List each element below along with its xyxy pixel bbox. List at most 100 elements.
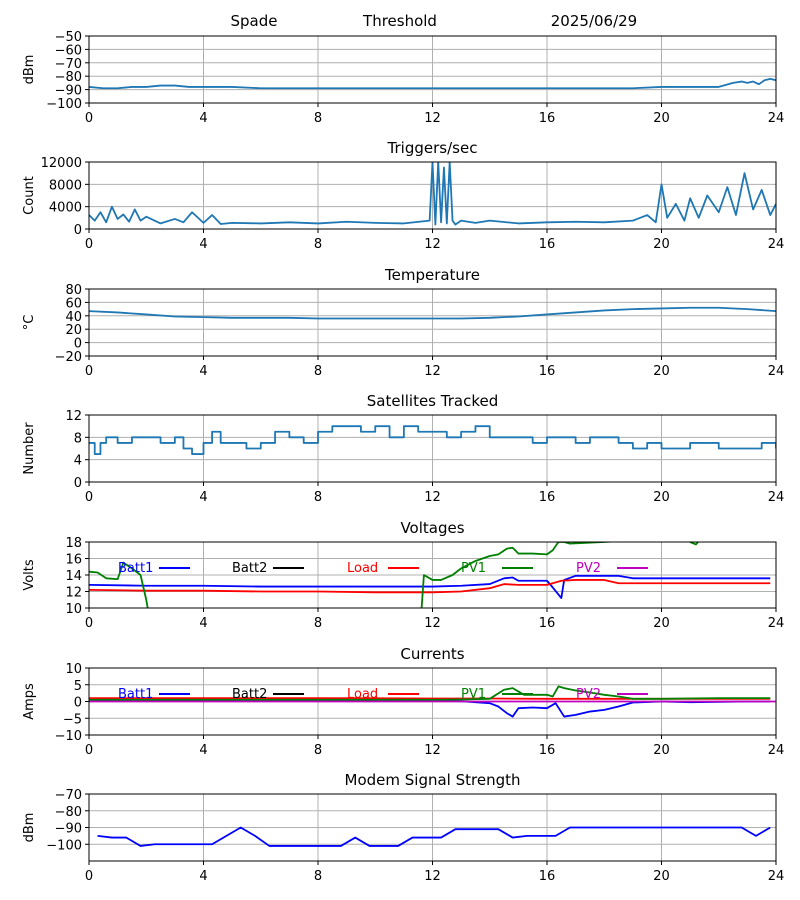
series-line-0 (89, 306, 776, 320)
x-tick-label: 0 (85, 490, 93, 505)
x-tick-label: 4 (199, 364, 207, 379)
x-tick-label: 24 (768, 490, 785, 505)
y-tick-label: −90 (55, 822, 82, 837)
y-tick-label: −80 (55, 70, 82, 85)
x-tick-label: 12 (424, 111, 441, 126)
y-tick-label: 0 (74, 476, 82, 491)
x-tick-label: 24 (768, 869, 785, 884)
series-line-pv1 (89, 542, 700, 608)
series-line-pv1 (89, 685, 771, 701)
y-tick-label: −50 (55, 30, 82, 45)
y-tick-label: 60 (65, 296, 82, 311)
y-axis-label: Count (22, 176, 37, 215)
y-axis-label: Number (22, 422, 37, 475)
y-tick-label: 8000 (49, 178, 82, 193)
panel-triggers: 0 4 8 12 16 20 24 0 4000 8000 12000 Count Triggers/s… (22, 139, 784, 252)
legend-label-pv2: PV2 (576, 687, 601, 702)
x-tick-label: 12 (424, 490, 441, 505)
x-tick-label: 20 (653, 490, 670, 505)
legend: Batt1 Batt2 Load PV1 PV2 (118, 561, 648, 576)
x-tick-label: 16 (539, 490, 556, 505)
y-tick-label: 16 (65, 553, 82, 568)
y-tick-label: 0 (74, 223, 82, 238)
x-tick-label: 24 (768, 111, 785, 126)
x-tick-label: 8 (314, 364, 322, 379)
y-axis-label: dBm (22, 55, 37, 85)
x-tick-label: 12 (424, 743, 441, 758)
y-axis-label: Amps (22, 683, 37, 720)
legend-label-pv1: PV1 (461, 561, 486, 576)
x-tick-label: 20 (653, 111, 670, 126)
x-tick-label: 8 (314, 111, 322, 126)
y-tick-label: 8 (74, 431, 82, 446)
header-mode: Threshold (362, 12, 437, 30)
x-tick-label: 12 (424, 364, 441, 379)
panel-signal: 0 4 8 12 16 20 24 −100−90−80−70−60−50 dBm (22, 30, 784, 126)
x-tick-label: 16 (539, 111, 556, 126)
x-tick-label: 0 (85, 616, 93, 631)
x-tick-label: 20 (653, 743, 670, 758)
x-tick-label: 4 (199, 490, 207, 505)
series-group (89, 542, 771, 608)
y-tick-label: 40 (65, 310, 82, 325)
grid (88, 35, 777, 104)
y-tick-label: −10 (55, 729, 82, 744)
y-axis-label: dBm (22, 813, 37, 843)
y-tick-label: 5 (74, 679, 82, 694)
y-axis-label: °C (22, 315, 37, 331)
x-tick-label: 16 (539, 616, 556, 631)
panel-title: Voltages (400, 519, 464, 537)
y-tick-label: 80 (65, 283, 82, 298)
panel-title: Modem Signal Strength (345, 771, 521, 789)
y-tick-label: −70 (55, 788, 82, 803)
y-tick-label: −100 (46, 97, 82, 112)
legend-label-load: Load (347, 687, 378, 702)
panel-title: Triggers/sec (387, 139, 478, 157)
x-tick-label: 24 (768, 616, 785, 631)
series-group (89, 162, 776, 226)
y-tick-label: 18 (65, 536, 82, 551)
series-line-batt1 (89, 699, 771, 718)
grid (88, 288, 777, 357)
x-tick-label: 8 (314, 490, 322, 505)
x-tick-label: 0 (85, 111, 93, 126)
series-group (97, 826, 771, 847)
x-tick-label: 8 (314, 743, 322, 758)
x-tick-label: 16 (539, 869, 556, 884)
x-tick-label: 20 (653, 616, 670, 631)
series-line-0 (89, 77, 776, 90)
legend-label-batt2: Batt2 (232, 561, 267, 576)
series-line-load (89, 579, 771, 594)
header-date: 2025/06/29 (551, 12, 637, 30)
y-tick-label: −60 (55, 43, 82, 58)
panel-title: Satellites Tracked (367, 392, 498, 410)
y-tick-label: 10 (65, 602, 82, 617)
x-tick-label: 20 (653, 237, 670, 252)
x-tick-label: 24 (768, 743, 785, 758)
legend-label-pv1: PV1 (461, 687, 486, 702)
series-line-batt1 (89, 574, 771, 599)
x-tick-label: 12 (424, 616, 441, 631)
series-line-0 (89, 425, 776, 455)
y-tick-label: 12 (65, 409, 82, 424)
x-tick-label: 4 (199, 237, 207, 252)
y-tick-label: −20 (55, 350, 82, 365)
y-tick-label: −5 (63, 712, 82, 727)
y-tick-label: −80 (55, 805, 82, 820)
legend-label-batt2: Batt2 (232, 687, 267, 702)
grid (88, 541, 777, 609)
y-tick-label: 0 (74, 337, 82, 352)
series-group (89, 77, 776, 90)
y-axis-label: Volts (22, 559, 37, 591)
legend: Batt1 Batt2 Load PV1 PV2 (118, 687, 648, 702)
x-tick-label: 12 (424, 237, 441, 252)
y-tick-label: 14 (65, 569, 82, 584)
panel-title: Temperature (384, 266, 480, 284)
legend-label-batt1: Batt1 (118, 561, 153, 576)
x-tick-label: 24 (768, 364, 785, 379)
x-tick-label: 16 (539, 743, 556, 758)
legend-label-batt1: Batt1 (118, 687, 153, 702)
